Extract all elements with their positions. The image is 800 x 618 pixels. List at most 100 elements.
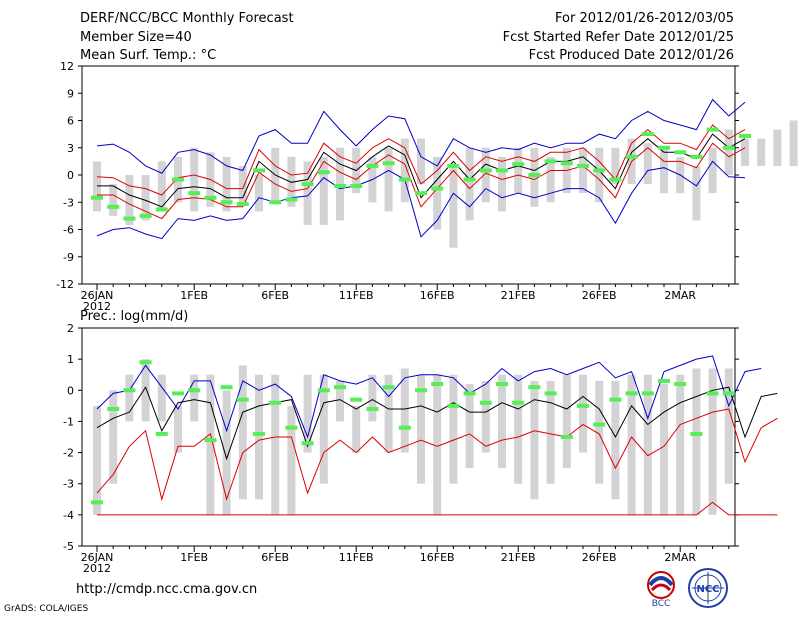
temp-mean-line [97,133,746,208]
temp-box [724,129,733,175]
temp-obs-mark [139,213,152,218]
variable-label: Mean Surf. Temp.: °C [80,48,217,63]
temp-xtick-label: 16FEB [420,289,455,302]
temp-box [579,147,587,194]
prec-obs-mark [334,385,346,390]
temp-box [498,156,506,212]
prec-box [271,374,280,515]
prec-box [303,374,312,453]
temp-box [530,147,539,207]
prec-obs-mark [625,391,638,396]
temp-obs-mark [722,145,735,150]
prec-obs-mark [107,406,120,411]
temp-xtick-label: 26FEB [582,289,617,302]
temp-box [660,147,668,194]
prec-obs-mark [609,397,622,402]
temp-obs-mark [625,154,638,159]
temp-box [417,138,425,185]
prec-obs-mark [658,378,670,383]
prec-ytick-label: -3 [63,478,74,491]
temp-obs-mark [415,191,427,196]
temp-obs-mark [172,177,184,182]
prec-obs-mark [431,382,444,387]
prec-obs-mark [528,385,541,390]
prec-max-line [96,355,762,439]
temp-xtick-label: 6FEB [261,289,289,302]
temp-box [319,156,328,225]
prec-box [660,384,668,515]
prec-ytick-label: 2 [67,322,74,335]
prec-obs-mark [350,397,363,402]
temp-obs-mark [220,200,233,205]
prec-box [174,405,182,453]
temp-box [611,147,620,185]
prec-xtick-label: 6FEB [261,551,289,564]
temp-obs-mark [609,177,622,182]
prec-obs-mark [139,360,152,365]
prec-box [157,374,166,422]
temp-ytick-label: 0 [67,169,74,182]
member-size: Member Size=40 [80,30,192,45]
prec-box [692,368,701,515]
temp-obs-mark [528,173,541,177]
prec-obs-mark [577,403,589,408]
svg-text:NCC: NCC [696,584,719,595]
prec-box [643,374,652,515]
prec-obs-mark [706,391,719,396]
prec-obs-mark [641,391,654,396]
temp-box [741,138,749,166]
temp-obs-mark [577,163,589,168]
prec-obs-mark [560,435,573,439]
temp-obs-mark [155,207,168,212]
prec-obs-mark [123,388,136,393]
prec-box [222,390,231,515]
prec-obs-mark [447,403,460,408]
temp-xtick-label: 11FEB [339,289,374,302]
temp-ytick-label: 6 [67,115,74,128]
temp-box [433,156,442,230]
prec-ytick-label: 1 [67,353,74,366]
ncc-logo: NCC [688,568,728,608]
temp-box [109,184,118,216]
prec-obs-mark [155,431,168,436]
prec-box [546,380,555,484]
chart-title: DERF/NCC/BCC Monthly Forecast [80,11,294,26]
prec-box [384,374,393,453]
temp-box [141,175,150,221]
prec-box [676,374,685,515]
prec-ytick-label: -5 [63,540,74,553]
temp-obs-mark [253,168,265,173]
prec-box [562,374,571,469]
prec-box [336,380,344,422]
temp-box [465,147,474,221]
prec-obs-mark [479,400,492,405]
temp-obs-mark [447,163,460,168]
temp-ytick-label: 12 [60,60,74,73]
temp-box [481,147,490,203]
temp-obs-mark [317,170,330,175]
prec-obs-mark [253,431,265,436]
temp-obs-mark [479,168,492,173]
source-url[interactable]: http://cmdp.ncc.cma.gov.cn [76,582,258,597]
prec-box [125,374,134,422]
temp-max-line [96,98,746,174]
temp-obs-mark [512,162,525,167]
temp-obs-mark [334,183,346,188]
temp-xtick-label: 2012 [83,300,111,313]
prec-upper-line [96,408,778,502]
temp-box [125,175,134,225]
prec-frame [81,327,736,547]
prec-box [611,380,620,500]
prec-obs-mark [382,385,395,390]
temp-obs-mark [236,202,249,207]
temp-box [255,175,263,212]
temp-obs-mark [188,191,201,196]
prec-obs-mark [496,382,508,387]
temp-box [643,143,652,185]
prec-box [206,374,215,515]
temp-obs-mark [739,133,751,138]
temp-box [449,165,458,248]
temp-min-line [96,160,746,240]
temp-box [384,147,393,212]
temp-obs-mark [674,150,687,155]
